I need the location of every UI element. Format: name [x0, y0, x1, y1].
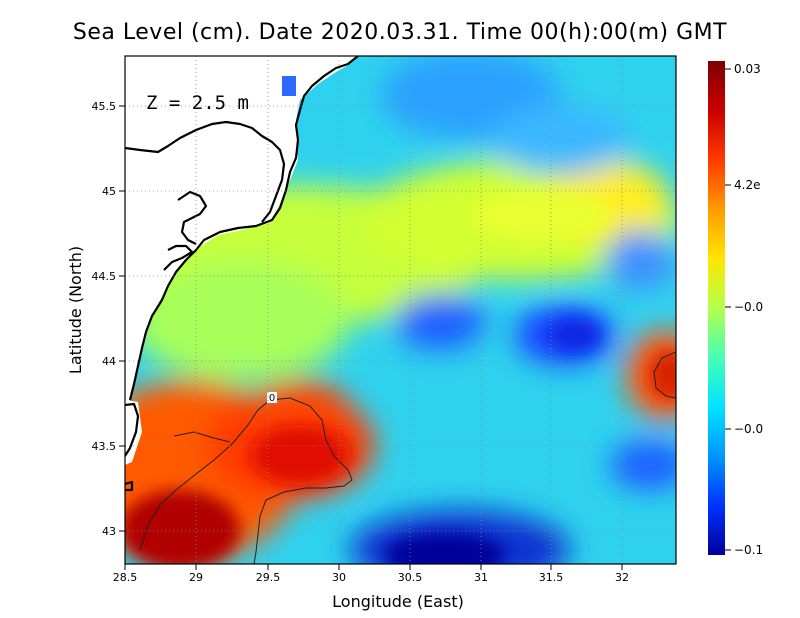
y-tick-label: 45 — [102, 185, 116, 198]
x-tick-marks — [124, 564, 623, 570]
y-tick-label: 44 — [102, 355, 116, 368]
depth-label: Z = 2.5 m — [146, 92, 249, 114]
x-tick-label: 31 — [474, 571, 488, 584]
contour-label-box — [267, 392, 277, 403]
plot-frame — [124, 55, 677, 565]
map-title: Sea Level (cm). Date 2020.03.31. Time 00… — [72, 20, 728, 45]
colorbar — [708, 61, 725, 555]
x-tick-label: 28.5 — [113, 571, 138, 584]
y-axis-title: Latitude (North) — [66, 246, 85, 374]
x-tick-label: 30 — [332, 571, 346, 584]
y-tick-label: 43 — [102, 525, 116, 538]
x-tick-label: 30.5 — [398, 571, 423, 584]
sea-level-field: 0 — [125, 56, 676, 564]
colorbar-label: −0.0 — [734, 422, 763, 436]
x-axis-title: Longitude (East) — [332, 592, 464, 611]
y-tick-label: 43.5 — [92, 440, 117, 453]
x-tick-label: 29.5 — [256, 571, 281, 584]
y-tick-label: 45.5 — [92, 100, 117, 113]
colorbar-label: −0.1 — [734, 543, 763, 557]
colorbar-label: 4.2e — [734, 178, 760, 192]
zero-contour — [139, 351, 676, 564]
x-tick-label: 31.5 — [539, 571, 564, 584]
colorbar-ticks — [725, 68, 731, 551]
x-tick-label: 29 — [189, 571, 203, 584]
contour-label: 0 — [269, 393, 275, 404]
colorbar-label: −0.0 — [734, 300, 763, 314]
x-tick-label: 32 — [615, 571, 629, 584]
y-tick-label: 44.5 — [92, 270, 117, 283]
grid-lines — [125, 56, 676, 564]
colorbar-label: 0.03 — [734, 62, 761, 76]
land-mass — [125, 56, 358, 415]
river-inlet — [282, 76, 296, 96]
y-tick-marks — [119, 105, 125, 532]
